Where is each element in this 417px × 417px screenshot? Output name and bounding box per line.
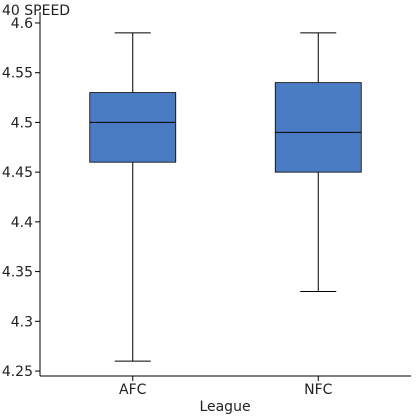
y-tick-label: 4.25 — [2, 364, 33, 380]
y-tick-label: 4.4 — [11, 215, 33, 231]
x-axis-title: League — [199, 399, 250, 415]
iqr-box — [274, 82, 362, 173]
x-tick-label: NFC — [304, 382, 333, 398]
x-axis-ticks: AFC NFC — [119, 376, 333, 398]
y-axis-title: 40 SPEED — [2, 3, 70, 19]
box-nfc — [274, 32, 362, 292]
box-afc — [89, 32, 177, 362]
box-series — [89, 32, 362, 362]
y-tick-label: 4.5 — [11, 115, 33, 131]
y-tick-label: 4.45 — [2, 165, 33, 181]
y-tick-label: 4.3 — [11, 314, 33, 330]
y-tick-label: 4.55 — [2, 66, 33, 82]
y-axis-ticks: 4.25 4.3 4.35 4.4 4.45 4.5 4.55 4.6 — [2, 16, 40, 380]
x-tick-label: AFC — [119, 382, 147, 398]
iqr-box — [89, 92, 177, 163]
y-tick-label: 4.6 — [11, 16, 33, 32]
y-tick-label: 4.35 — [2, 265, 33, 281]
